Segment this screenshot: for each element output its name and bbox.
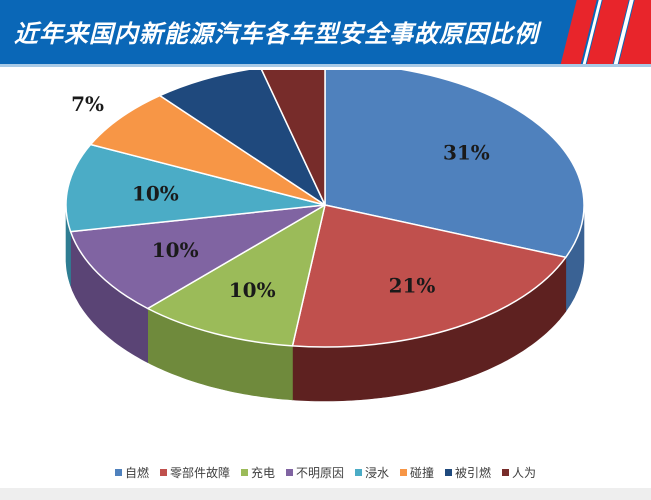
slice-label-2: 10%	[229, 278, 276, 302]
legend-label: 碰撞	[410, 465, 435, 480]
legend-swatch	[240, 468, 248, 476]
legend-swatch	[502, 468, 510, 476]
chart-legend: 自燃 零部件故障 充电 不明原因 浸水 碰撞 被引燃 人为	[0, 462, 651, 482]
legend-label: 人为	[512, 465, 537, 480]
slice-label-3: 10%	[152, 238, 199, 262]
banner-divider	[0, 64, 651, 67]
legend-swatch	[114, 468, 122, 476]
legend-item-2: 充电	[240, 464, 275, 481]
pie-slice-5	[89, 94, 326, 206]
pie-slice-4	[65, 143, 326, 233]
footer-band	[0, 488, 651, 500]
legend-item-3: 不明原因	[285, 464, 344, 481]
title-banner: 近年来国内新能源汽车各车型安全事故原因比例	[0, 0, 651, 64]
legend-item-6: 被引燃	[445, 464, 491, 481]
legend-swatch	[285, 468, 293, 476]
pie-slice-3	[69, 204, 326, 310]
page-title: 近年来国内新能源汽车各车型安全事故原因比例	[14, 20, 539, 48]
legend-label: 零部件故障	[169, 465, 230, 480]
pie-top-layer	[65, 70, 585, 348]
pie-slice-2	[146, 204, 326, 347]
legend-item-4: 浸水	[355, 464, 389, 481]
legend-item-7: 人为	[502, 464, 536, 481]
legend-swatch	[355, 468, 362, 476]
legend-label: 自燃	[124, 465, 149, 480]
legend-label: 不明原因	[295, 465, 344, 480]
slice-label-5: 7%	[71, 92, 104, 116]
legend-swatch	[159, 468, 167, 476]
legend-label: 被引燃	[455, 465, 492, 480]
legend-label: 浸水	[365, 465, 390, 480]
legend-label: 充电	[250, 465, 275, 480]
pie-slice-7	[260, 70, 326, 206]
legend-swatch	[400, 468, 408, 476]
slice-label-4: 10%	[132, 181, 179, 205]
pie-label-layer: 31%21%10%10%10%7%7%4%	[71, 70, 490, 302]
pie-slice-0	[324, 70, 585, 259]
legend-item-0: 自燃	[114, 464, 149, 481]
pie-slice-1	[291, 204, 567, 348]
legend-item-1: 零部件故障	[159, 464, 230, 481]
slice-label-0: 31%	[443, 140, 490, 164]
pie-slice-6	[159, 70, 326, 206]
pie-chart: 31%21%10%10%10%7%7%4%	[65, 70, 585, 402]
legend-item-5: 碰撞	[400, 464, 434, 481]
slice-label-1: 21%	[389, 274, 436, 298]
legend-swatch	[445, 468, 453, 476]
